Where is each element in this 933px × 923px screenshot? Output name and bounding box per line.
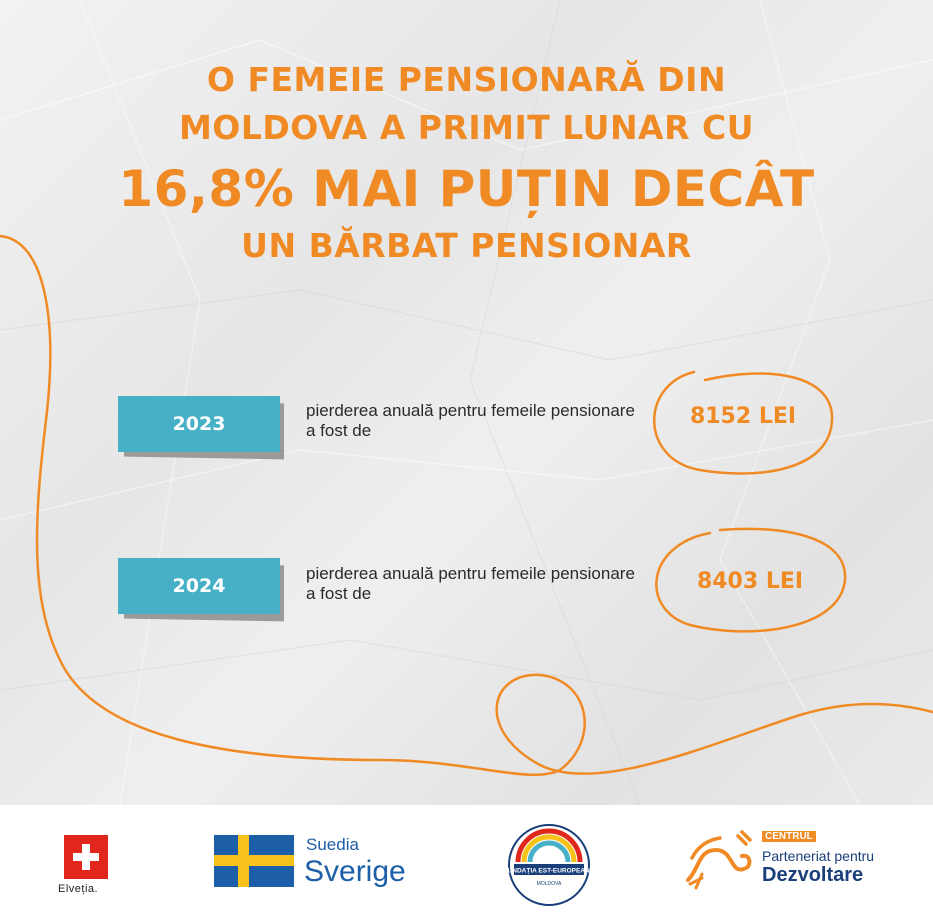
sweden-logo: Suedia Sverige: [214, 835, 424, 891]
infographic-canvas: O FEMEIE PENSIONARĂ DIN MOLDOVA A PRIMIT…: [0, 0, 933, 805]
amount-2023: 8152 LEI: [689, 404, 797, 429]
switzerland-logo: Elveția.: [58, 835, 118, 895]
headline-line-2: MOLDOVA A PRIMIT LUNAR CU: [178, 108, 755, 147]
amount-circle-2024: [655, 527, 847, 633]
partner-logos-footer: Elveția. Suedia Sverige FUNDAȚIA EST-EUR…: [0, 805, 933, 923]
fee-sublabel: MOLDOVA: [537, 881, 562, 887]
year-badge-2023: 2023: [118, 396, 284, 460]
swiss-flag-icon: [64, 835, 108, 879]
fee-label: FUNDAȚIA EST-EUROPEANĂ: [506, 866, 592, 875]
year-badge-2024: 2024: [118, 558, 284, 622]
amount-2024: 8403 LEI: [696, 569, 804, 594]
row-description-2024: pierderea anuală pentru femeile pensiona…: [306, 564, 635, 603]
pd-tag: CENTRUL: [762, 831, 816, 842]
sweden-label-se: Sverige: [304, 855, 406, 888]
sweden-label-ro: Suedia: [306, 835, 359, 854]
row-description-2023: pierderea anuală pentru femeile pensiona…: [306, 401, 635, 440]
switzerland-label: Elveția.: [58, 883, 99, 895]
decorative-orange-lines: [0, 234, 933, 777]
pd-line-2: Dezvoltare: [762, 864, 864, 886]
headline-highlight: 16,8% MAI PUȚIN DECÂT: [118, 160, 815, 218]
swedish-flag-icon: [214, 835, 294, 887]
headline-line-1: O FEMEIE PENSIONARĂ DIN: [206, 60, 727, 99]
paper-texture: [0, 0, 933, 805]
fee-circle-logo-icon: FUNDAȚIA EST-EUROPEANĂ MOLDOVA: [506, 824, 592, 906]
amount-circle-2023: [653, 370, 834, 475]
pd-link-logo-icon: [686, 830, 752, 890]
pd-line-1: Parteneriat pentru: [762, 848, 875, 864]
headline-line-4: UN BĂRBAT PENSIONAR: [241, 226, 692, 265]
pd-logo: CENTRUL Parteneriat pentru Dezvoltare: [680, 828, 900, 892]
